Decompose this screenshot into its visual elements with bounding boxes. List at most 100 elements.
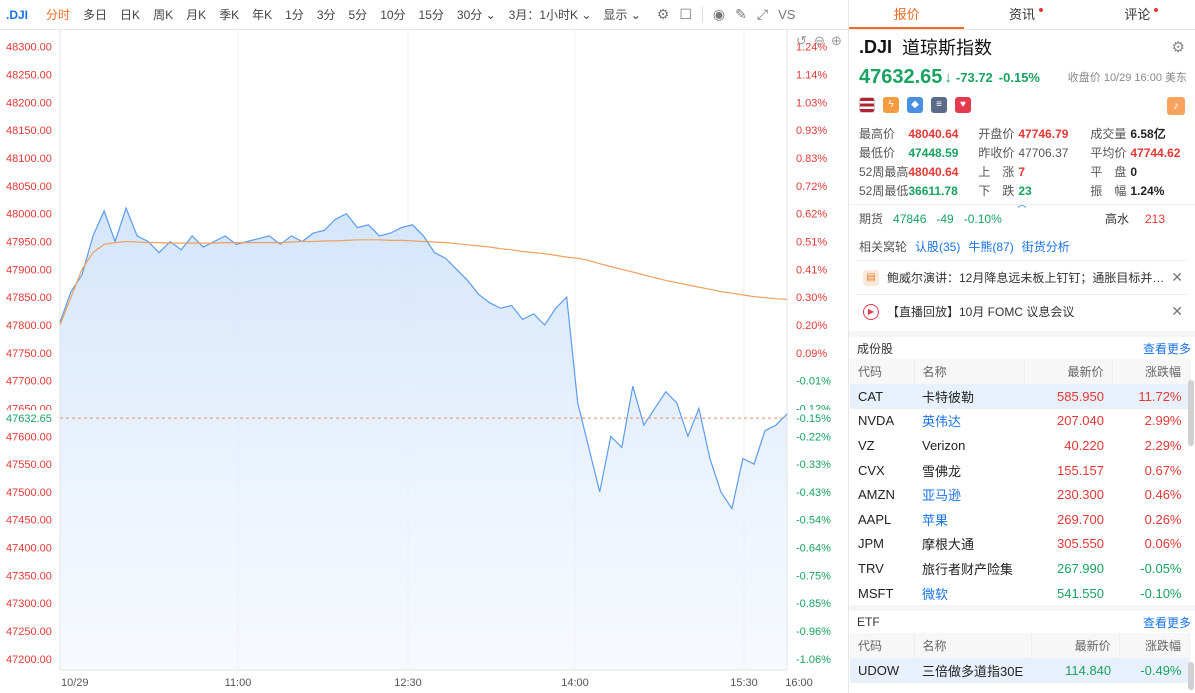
- period-tab[interactable]: 月K: [186, 8, 207, 22]
- quote-title: .DJI 道琼斯指数 ⚙: [849, 30, 1195, 64]
- stock-name: 摩根大通: [922, 537, 975, 553]
- pct-tick-label: -0.22%: [796, 431, 831, 443]
- tag-icon[interactable]: ◆: [907, 97, 923, 113]
- gear-icon[interactable]: ⚙: [1171, 39, 1185, 56]
- stat-label: 振 幅: [1090, 184, 1127, 198]
- y-tick-label: 48100.00: [6, 153, 52, 165]
- period-tab[interactable]: 分时: [46, 8, 71, 22]
- news-item[interactable]: ▶ 【直播回放】10月 FOMC 议息会议 ✕: [857, 294, 1187, 328]
- tab-quote[interactable]: 报价: [849, 0, 965, 29]
- stock-change: 0.26%: [1144, 511, 1182, 527]
- x-tick-label: 14:00: [561, 677, 589, 689]
- zoom-in-icon[interactable]: ⊕: [831, 33, 842, 48]
- period-tab[interactable]: 10分: [380, 8, 406, 22]
- play-icon: ▶: [863, 303, 879, 320]
- table-row[interactable]: CVX 雪佛龙 155.157 0.67%: [850, 458, 1190, 483]
- stock-code: AMZN: [858, 487, 895, 503]
- stock-code: CVX: [858, 462, 885, 478]
- pct-tick-label: 0.72%: [796, 181, 827, 193]
- lightning-icon[interactable]: ϟ: [883, 97, 899, 113]
- table-row[interactable]: AMZN 亚马逊 230.300 0.46%: [850, 482, 1190, 507]
- price-row: 47632.65 ↓ -73.72 -0.15% 收盘价 10/29 16:00…: [849, 64, 1195, 90]
- table-row[interactable]: VZ Verizon 40.220 2.29%: [850, 433, 1190, 458]
- bell-icon[interactable]: ♪: [1167, 97, 1185, 115]
- tab-news[interactable]: 资讯: [964, 0, 1079, 29]
- period-tab[interactable]: 年K: [252, 8, 273, 22]
- pen-icon[interactable]: ✎: [735, 6, 747, 22]
- toolbar-symbol[interactable]: .DJI: [6, 7, 29, 22]
- period-tab[interactable]: 季K: [219, 8, 240, 22]
- col-name[interactable]: 名称: [914, 359, 1025, 384]
- pct-tick-label: 1.14%: [796, 70, 827, 82]
- tab-comments[interactable]: 评论: [1080, 0, 1195, 29]
- display-dropdown[interactable]: 显示 ⌄: [603, 8, 641, 22]
- settings-icon[interactable]: ⚙: [656, 6, 670, 22]
- stock-name: 雪佛龙: [922, 463, 962, 479]
- fullscreen-icon[interactable]: ⤢: [756, 6, 769, 22]
- y-tick-label: 47200.00: [6, 654, 52, 666]
- futures-row[interactable]: 期货 47846 -49 -0.10% 高水 213: [849, 204, 1195, 232]
- stock-change: 0.46%: [1144, 487, 1182, 503]
- vs-icon[interactable]: VS: [778, 7, 796, 22]
- pct-tick-label: -0.54%: [796, 515, 831, 527]
- table-header-row: 代码 名称 最新价 涨跌幅: [850, 633, 1191, 659]
- col-price[interactable]: 最新价: [1031, 633, 1120, 659]
- stock-change: 2.99%: [1144, 413, 1182, 429]
- col-price[interactable]: 最新价: [1024, 359, 1113, 384]
- stock-change: -0.05%: [1140, 560, 1182, 576]
- table-row[interactable]: CAT 卡特彼勒 585.950 11.72%: [850, 384, 1190, 409]
- y-tick-label: 47450.00: [6, 515, 52, 527]
- col-change[interactable]: 涨跌幅: [1119, 633, 1191, 659]
- y-tick-label: 48250.00: [6, 70, 52, 82]
- heart-icon[interactable]: ♥: [955, 97, 971, 113]
- scrollbar-thumb[interactable]: [1188, 662, 1194, 690]
- unread-dot: [1039, 8, 1043, 12]
- table-row[interactable]: MSFT 微软 541.550 -0.10%: [850, 581, 1190, 606]
- checkbox-icon[interactable]: ☐: [679, 6, 692, 22]
- period-tab[interactable]: 日K: [120, 8, 141, 22]
- y-tick-label: 48000.00: [6, 209, 52, 221]
- quote-panel: 报价 资讯 评论 .DJI 道琼斯指数 ⚙ 47632.65 ↓ -73.72 …: [848, 0, 1195, 693]
- pct-tick-label: 1.03%: [796, 97, 827, 109]
- cbbc-link[interactable]: 牛熊(87): [968, 239, 1014, 254]
- quick-icons: ϟ ◆ ≡ ♥ ♪: [849, 90, 1195, 120]
- period-tab[interactable]: 1分: [285, 8, 304, 22]
- col-code[interactable]: 代码: [850, 633, 915, 659]
- period-tab[interactable]: 15分: [418, 8, 444, 22]
- camera-icon[interactable]: ◉: [712, 6, 726, 22]
- period-tab[interactable]: 5分: [348, 8, 368, 22]
- period-tab[interactable]: 周K: [153, 8, 174, 22]
- close-icon[interactable]: ✕: [1171, 269, 1183, 285]
- table-row[interactable]: UDOW 三倍做多道指30E 114.840 -0.49%: [850, 658, 1190, 683]
- table-row[interactable]: JPM 摩根大通 305.550 0.06%: [850, 532, 1190, 557]
- stock-price: 305.550: [1057, 536, 1104, 552]
- news-item[interactable]: ▤ 鲍威尔演讲：12月降息远未板上钉钉；通胀目标并… ✕: [857, 260, 1187, 294]
- stock-name: Verizon: [922, 437, 966, 453]
- period-tab[interactable]: 3分: [316, 8, 336, 22]
- zoom-out-icon[interactable]: ⊖: [814, 33, 825, 48]
- tab-news-label: 资讯: [1008, 7, 1035, 22]
- period-tab[interactable]: 30分 ⌄: [456, 8, 496, 22]
- undo-icon[interactable]: ↺: [796, 33, 807, 48]
- col-name[interactable]: 名称: [914, 633, 1032, 659]
- scrollbar-thumb[interactable]: [1188, 380, 1194, 446]
- document-icon[interactable]: ≡: [931, 97, 947, 113]
- close-info: 收盘价 10/29 16:00 美东: [1067, 72, 1187, 84]
- col-code[interactable]: 代码: [850, 359, 915, 384]
- etf-more-link[interactable]: 查看更多: [1142, 615, 1191, 630]
- range-dropdown[interactable]: 3月：1小时K ⌄: [508, 8, 592, 22]
- table-row[interactable]: TRV 旅行者财产险集 267.990 -0.05%: [850, 556, 1190, 581]
- y-tick-label: 47850.00: [6, 292, 52, 304]
- close-icon[interactable]: ✕: [1171, 303, 1183, 319]
- stat-label: 最高价: [859, 127, 896, 141]
- table-row[interactable]: NVDA 英伟达 207.040 2.99%: [850, 409, 1190, 434]
- col-change[interactable]: 涨跌幅: [1112, 359, 1190, 384]
- components-more-link[interactable]: 查看更多: [1142, 341, 1191, 356]
- table-row[interactable]: AAPL 苹果 269.700 0.26%: [850, 507, 1190, 532]
- street-analysis-link[interactable]: 街货分析: [1021, 239, 1070, 254]
- premium-value: 213: [1144, 212, 1165, 226]
- period-tab[interactable]: 多日: [83, 8, 108, 22]
- warrant-link[interactable]: 认股(35): [915, 239, 961, 254]
- stock-name: 旅行者财产险集: [922, 561, 1014, 577]
- intraday-chart[interactable]: 48300.00 1.24% 48250.00 1.14% 48200.00 1.03% 4…: [0, 30, 848, 693]
